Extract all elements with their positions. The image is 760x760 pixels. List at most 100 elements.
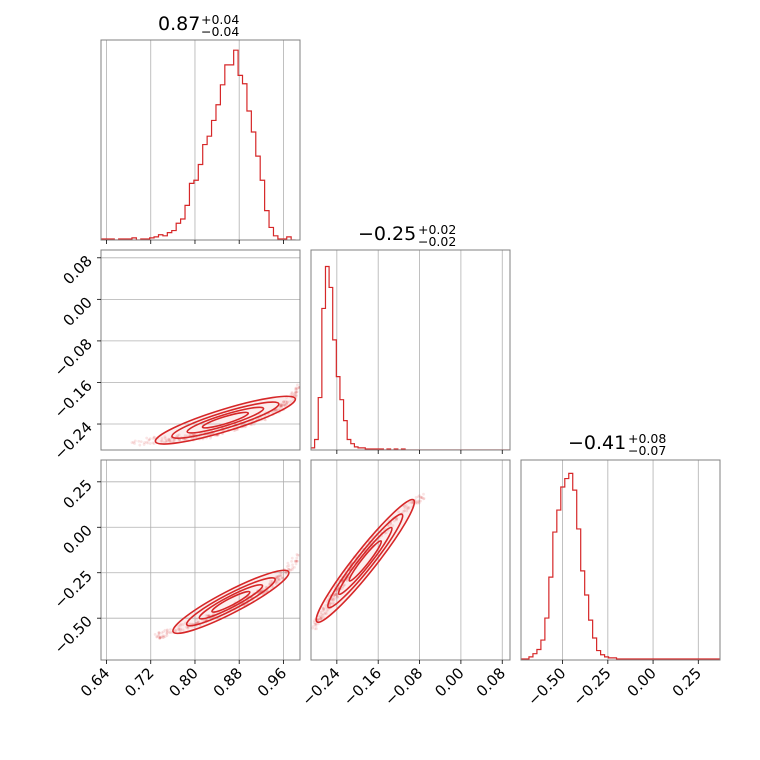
sample-point: [293, 565, 296, 569]
sample-point: [177, 624, 181, 628]
sample-point: [177, 433, 181, 437]
sample-point: [132, 440, 135, 444]
sample-point: [183, 434, 187, 437]
sample-point: [416, 501, 420, 505]
sample-point: [166, 628, 169, 632]
sample-point: [422, 497, 426, 500]
sample-point: [162, 634, 166, 638]
sample-point: [336, 595, 340, 599]
sample-point: [289, 400, 293, 403]
sample-point: [179, 624, 182, 627]
x-tick-label: 0.64: [77, 664, 113, 700]
sample-point: [147, 438, 151, 442]
sample-point: [282, 403, 286, 407]
sample-point: [278, 405, 282, 409]
sample-point: [279, 404, 282, 408]
sample-point: [321, 609, 325, 613]
sample-point: [288, 568, 292, 572]
sample-point: [319, 616, 322, 620]
x-tick-label: 0.08: [473, 664, 509, 700]
sample-point: [182, 438, 186, 442]
sample-point: [289, 568, 293, 572]
panel-x1-vs-x0: 0.08 0.00 −0.08−0.16−0.24: [51, 249, 301, 463]
sample-point: [162, 630, 165, 634]
sample-point: [280, 402, 284, 406]
sample-point: [268, 582, 271, 586]
sample-point: [322, 608, 326, 612]
sample-point: [407, 507, 410, 510]
x-tick-label: −0.08: [381, 664, 426, 709]
sample-point: [179, 622, 183, 626]
y-tick-label: 0.08: [59, 252, 95, 288]
sample-point: [282, 400, 286, 404]
sample-point: [291, 563, 294, 567]
sample-point: [290, 392, 294, 395]
x-tick-label: 0.72: [121, 664, 157, 700]
sample-point: [165, 632, 169, 636]
sample-point: [330, 598, 334, 602]
sample-point: [166, 439, 169, 443]
x-tick-label: −0.25: [569, 664, 614, 709]
sample-point: [291, 566, 295, 569]
title-param-0: 0.87: [158, 13, 200, 35]
sample-point: [295, 553, 299, 556]
sample-point: [209, 436, 212, 440]
sample-point: [194, 621, 198, 625]
y-tick-label: 0.00: [59, 521, 95, 557]
contour-level: [337, 526, 393, 596]
panel-content: [130, 383, 300, 447]
sample-point: [419, 496, 423, 500]
sample-point: [264, 585, 268, 589]
panel-x2-vs-x1: −0.24−0.16−0.08 0.00 0.08: [298, 459, 511, 709]
sample-point: [419, 495, 423, 499]
sample-point: [174, 628, 177, 632]
sample-point: [157, 631, 161, 635]
sample-point: [162, 440, 166, 444]
sample-point: [279, 403, 283, 406]
sample-point: [282, 400, 286, 404]
sample-point: [322, 616, 325, 620]
y-tick-label: −0.25: [51, 567, 96, 612]
sample-point: [294, 562, 298, 566]
sample-point: [130, 441, 134, 445]
sample-point: [290, 556, 294, 560]
sample-point: [294, 391, 298, 395]
sample-point: [152, 435, 156, 439]
sample-point: [294, 387, 297, 390]
sample-point: [282, 403, 286, 407]
sample-point: [206, 614, 209, 618]
panel-frame: [100, 459, 301, 661]
sample-point: [162, 635, 166, 639]
sample-point: [332, 593, 336, 597]
sample-point: [312, 621, 316, 625]
sample-point: [276, 578, 280, 582]
sample-point: [333, 593, 337, 596]
sample-point: [417, 499, 421, 503]
sample-point: [322, 607, 326, 610]
sample-point: [165, 629, 169, 632]
sample-point: [145, 440, 148, 444]
sample-point: [414, 496, 418, 499]
panel-diag-1: [310, 249, 511, 454]
x-tick-label: 0.00: [624, 664, 660, 700]
sample-point: [155, 635, 159, 639]
sample-point: [178, 438, 181, 442]
sample-point: [280, 576, 284, 579]
sample-point: [172, 438, 176, 442]
sample-point: [291, 568, 294, 571]
sample-point: [294, 390, 298, 394]
x-tick-label: −0.50: [524, 664, 569, 709]
sample-point: [280, 576, 284, 580]
contour-level: [154, 395, 297, 445]
sample-point: [334, 593, 338, 597]
sample-point: [312, 624, 315, 628]
sample-point: [406, 505, 409, 509]
panel-content: [101, 49, 296, 240]
sample-point: [325, 609, 329, 613]
sample-point: [160, 635, 164, 639]
sample-point: [275, 408, 279, 412]
sample-point: [145, 436, 149, 440]
sample-point: [176, 434, 180, 437]
title-param-1-minus: −0.02: [418, 234, 456, 249]
sample-point: [233, 429, 237, 432]
